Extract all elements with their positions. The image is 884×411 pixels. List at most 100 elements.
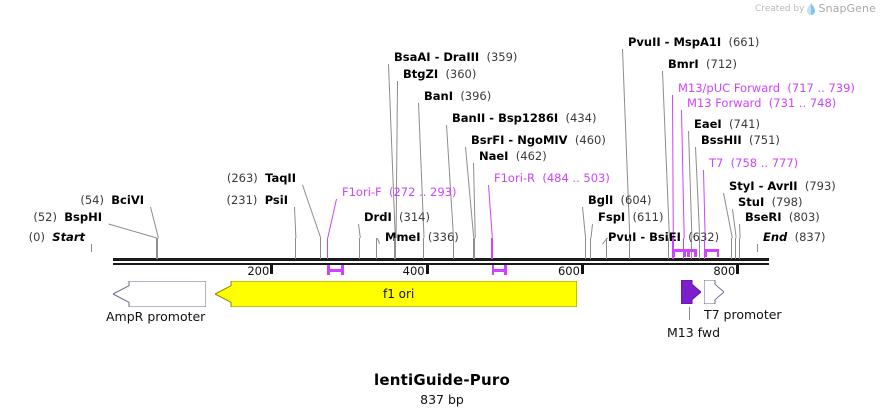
site-tick-bsrfi_ngomiv [472, 238, 474, 259]
site-name-bsshii-0: BssHII [701, 133, 742, 147]
site-position-bsphi: (52) [33, 210, 57, 224]
site-name-pvui_bsiei-1: BsiEI [649, 230, 681, 244]
site-label-banii_bsp1286i[interactable]: BanII - Bsp1286I (434) [452, 111, 597, 125]
leader-line-f1ori_r [488, 184, 494, 239]
leader-line-drdi [358, 223, 361, 239]
site-label-eaei[interactable]: EaeI (741) [694, 118, 760, 130]
leader-line-bgli [582, 206, 587, 239]
site-name-banii_bsp1286i-0: BanII [452, 111, 486, 125]
site-name-naei-0: NaeI [479, 149, 509, 163]
site-name-banii_bsp1286i-1: Bsp1286I [498, 111, 559, 125]
site-label-naei[interactable]: NaeI (462) [479, 150, 547, 162]
site-tick-drdi [359, 238, 361, 259]
primer-bracket-end [716, 249, 720, 257]
site-tick-bani [423, 238, 425, 259]
site-label-bsshii[interactable]: BssHII (751) [701, 134, 780, 146]
site-label-psii[interactable]: (231) PsiI [226, 194, 288, 206]
site-label-bani[interactable]: BanI (396) [424, 90, 491, 102]
site-tick-m13puc_fwd [672, 238, 674, 259]
primer-bracket-end [683, 249, 687, 257]
site-tick-f1ori_f [326, 238, 328, 259]
site-position-drdi: (314) [399, 210, 430, 224]
site-tick-styi_avrii [731, 238, 733, 259]
site-position-mmei: (336) [427, 230, 459, 244]
ruler-label-800: 800 [713, 264, 736, 278]
primer-bracket-end [694, 249, 697, 257]
site-label-bsphi[interactable]: (52) BspHI [33, 211, 102, 223]
snapgene-credit: Created by SnapGene [755, 2, 876, 15]
site-tick-taqii [319, 238, 321, 259]
site-position-bmri: (712) [706, 57, 737, 71]
site-position-m13_fwd: (731 .. 748) [768, 96, 837, 110]
site-position-bcivi: (54) [80, 193, 104, 207]
site-label-pvui_bsiei[interactable]: PvuI - BsiEI (632) [608, 230, 720, 244]
site-label-f1ori_f[interactable]: F1ori-F (272 .. 293) [342, 186, 456, 198]
site-position-start: (0) [28, 230, 45, 244]
site-label-bcivi[interactable]: (54) BciVI [80, 194, 144, 206]
site-name-m13_fwd-0: M13 Forward [687, 96, 762, 110]
site-position-btgzi: (360) [445, 67, 477, 81]
site-tick-bsphi [155, 238, 157, 259]
site-tick-pvui_bsiei [606, 238, 608, 259]
site-label-f1ori_r[interactable]: F1ori-R (484 .. 503) [494, 172, 610, 184]
site-label-fspi[interactable]: FspI (611) [598, 211, 663, 223]
site-label-stui[interactable]: StuI (798) [738, 196, 803, 208]
site-label-bmri[interactable]: BmrI (712) [668, 58, 737, 70]
site-tick-m13_fwd [682, 238, 685, 259]
site-label-m13_fwd[interactable]: M13 Forward (731 .. 748) [687, 97, 836, 109]
ruler-label-600: 600 [557, 264, 580, 278]
backbone-strand-top [113, 258, 769, 261]
site-name-mmei-0: MmeI [385, 230, 421, 244]
site-tick-t7 [703, 238, 706, 259]
site-name-f1ori_f-0: F1ori-F [342, 185, 382, 199]
site-position-bseri: (803) [788, 210, 820, 224]
site-label-drdi[interactable]: DrdI (314) [364, 211, 430, 223]
ruler-tick-800 [736, 265, 740, 274]
feature-arrow-t7-promoter[interactable] [704, 280, 724, 304]
feature-inner-label-f1-ori: f1 ori [383, 287, 415, 301]
leader-line-m13_fwd [681, 109, 686, 239]
site-name-pvui_bsiei-0: PvuI [608, 230, 637, 244]
site-label-m13puc_fwd[interactable]: M13/pUC Forward (717 .. 739) [678, 82, 855, 94]
site-label-pvuii_mspa1i[interactable]: PvuII - MspA1I (661) [628, 35, 760, 49]
primer-bracket-bar [672, 249, 690, 252]
site-label-styi_avrii[interactable]: StyI - AvrII (793) [729, 179, 836, 193]
site-name-pvuii_mspa1i-0: PvuII [628, 35, 661, 49]
site-tick-fspi [589, 238, 591, 259]
site-name-stui-0: StuI [738, 195, 765, 209]
site-tick-bcivi [157, 238, 159, 259]
feature-arrow-f1-ori[interactable] [215, 281, 577, 307]
leader-line-start [91, 244, 92, 252]
site-position-bsaai_draiii: (359) [486, 50, 518, 64]
site-name-pvuii_mspa1i-1: MspA1I [673, 35, 722, 49]
ruler-tick-200 [270, 265, 274, 274]
site-label-bseri[interactable]: BseRI (803) [745, 211, 820, 223]
site-name-bani-0: BanI [424, 89, 453, 103]
site-label-start[interactable]: (0) Start [29, 231, 85, 243]
feature-arrow-ampr-promoter[interactable] [113, 281, 206, 307]
site-label-bgli[interactable]: BglI (604) [588, 194, 651, 206]
site-label-btgzi[interactable]: BtgZI (360) [403, 68, 476, 80]
leader-line-stui [732, 208, 737, 239]
ruler-tick-400 [425, 265, 429, 274]
site-tick-bgli [584, 238, 586, 259]
site-label-bsrfi_ngomiv[interactable]: BsrFI - NgoMIV (460) [471, 133, 606, 147]
site-tick-eaei [690, 238, 692, 259]
site-label-end[interactable]: End (837) [763, 231, 826, 243]
site-label-taqii[interactable]: (263) TaqII [227, 172, 296, 184]
leader-line-t7 [703, 169, 707, 239]
site-tick-naei [474, 238, 476, 259]
site-label-t7[interactable]: T7 (758 .. 777) [709, 157, 798, 169]
site-label-mmei[interactable]: MmeI (336) [385, 231, 459, 243]
site-name-bsrfi_ngomiv-1: NgoMIV [517, 133, 568, 147]
feature-arrow-m13-fwd[interactable] [681, 280, 701, 304]
site-position-bgli: (604) [620, 193, 652, 207]
leader-line-end [757, 244, 758, 252]
primer-bracket-end [672, 249, 676, 257]
site-name-bseri-0: BseRI [745, 210, 782, 224]
site-label-bsaai_draiii[interactable]: BsaAI - DraIII (359) [394, 50, 518, 64]
primer-bracket-end [327, 265, 330, 275]
site-tick-bsaai_draiii [394, 238, 396, 259]
snapgene-brand: SnapGene [818, 2, 876, 15]
